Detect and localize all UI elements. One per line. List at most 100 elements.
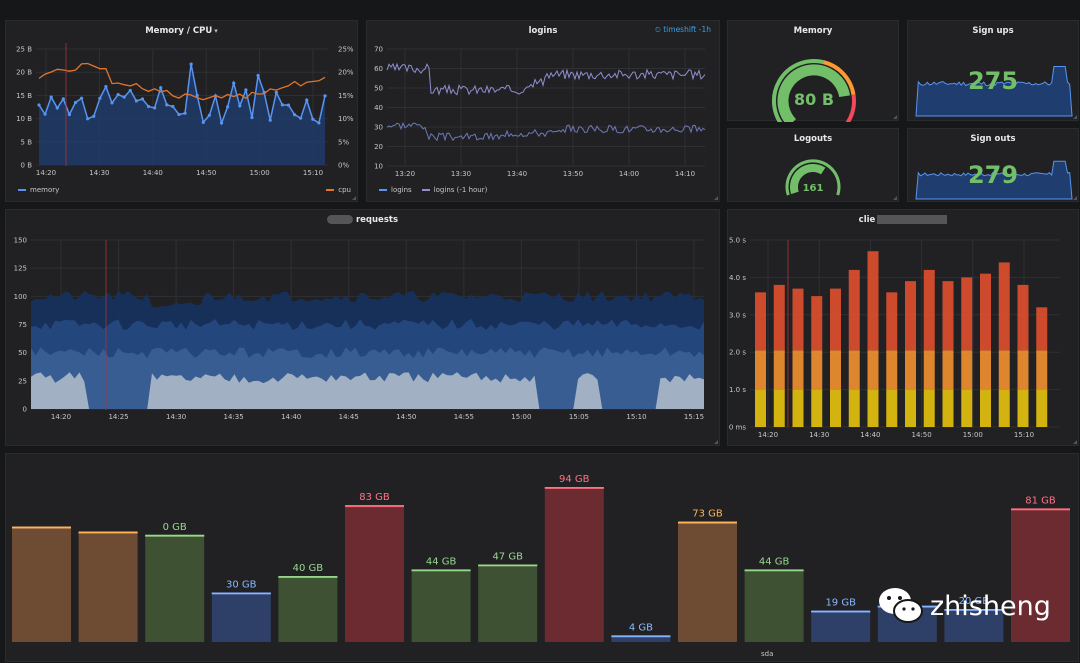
resize-handle[interactable]: [1073, 115, 1077, 119]
memory-point: [201, 120, 205, 124]
client-bar-segment: [773, 350, 785, 390]
resize-handle[interactable]: [714, 440, 718, 444]
memory-point: [165, 103, 169, 107]
memory-point: [311, 117, 315, 121]
memory-point: [92, 114, 96, 118]
client-bar-segment: [961, 350, 973, 390]
memory-point: [317, 121, 321, 125]
disk-bar-edge: [78, 531, 138, 534]
x-tick-label: 13:50: [563, 170, 583, 178]
disk-bar-label: 20 GB: [959, 596, 990, 607]
y-tick-label: 100: [14, 293, 27, 301]
y-tick-label: 0 ms: [729, 424, 746, 432]
disk-bars: 0 GB 30 GB 40 GB 83 GB 44 GB 47 GB 94 GB 4 GB 73…: [12, 474, 1070, 658]
resize-handle[interactable]: [893, 196, 897, 200]
requests-series-area: [31, 372, 704, 409]
memory-point: [134, 99, 138, 103]
resize-handle[interactable]: [352, 196, 356, 200]
resize-handle[interactable]: [714, 196, 718, 200]
disk-bar-label: 30 GB: [226, 580, 257, 591]
client-bar-segment: [773, 284, 785, 351]
signouts-panel: Sign outs 279: [907, 128, 1079, 202]
memory-point: [153, 106, 157, 110]
requests-title[interactable]: requests: [6, 215, 719, 225]
disk-bar-label: 47 GB: [492, 552, 523, 563]
memory-gauge: 80 B: [771, 59, 856, 122]
client-bar-segment: [886, 389, 898, 427]
client-title[interactable]: clie: [728, 215, 1078, 225]
y-right-tick-label: 10%: [338, 115, 354, 123]
legend-logins[interactable]: logins: [379, 186, 412, 194]
memory-point: [305, 98, 309, 102]
disk-bar-edge: [478, 564, 538, 566]
memory-point: [61, 97, 65, 101]
disk-bar-label: 4 GB: [629, 622, 653, 633]
logins-legend: logins logins (-1 hour): [379, 186, 487, 194]
memory-cpu-legend-right: cpu: [326, 186, 351, 194]
memory-point: [159, 86, 163, 90]
client-bar-segment: [905, 281, 916, 351]
x-tick-label: 14:30: [809, 431, 829, 439]
logins-shift-series-line: [386, 121, 706, 142]
memory-point: [140, 97, 145, 101]
memory-point: [207, 113, 211, 117]
client-bar-segment: [886, 350, 898, 390]
y-right-tick-label: 20%: [338, 69, 354, 77]
client-bar-segment: [886, 292, 898, 351]
client-bar-segment: [1036, 307, 1048, 351]
memory-point: [122, 95, 126, 99]
client-bar-segment: [998, 262, 1010, 351]
memory-gauge-title[interactable]: Memory: [793, 26, 833, 36]
x-tick-label: 14:20: [51, 413, 71, 421]
cpu-series-line: [38, 62, 326, 101]
memory-point: [43, 112, 47, 116]
memory-cpu-legend: memory: [18, 186, 59, 194]
memory-gauge-panel: Memory 80 B: [727, 20, 899, 122]
y-tick-label: 4.0 s: [729, 274, 746, 282]
y-tick-label: 30: [374, 124, 383, 132]
y-tick-label: 20 B: [16, 69, 32, 77]
memory-point: [238, 104, 242, 108]
memory-point: [110, 101, 114, 105]
client-bar-segment: [923, 269, 935, 351]
memory-point: [183, 111, 187, 115]
legend-cpu[interactable]: cpu: [326, 186, 351, 194]
disk-bar-edge: [611, 635, 671, 637]
resize-handle[interactable]: [1073, 196, 1077, 200]
requests-title-text: requests: [355, 215, 399, 225]
legend-logins-shift[interactable]: logins (-1 hour): [421, 186, 487, 194]
signouts-title[interactable]: Sign outs: [970, 134, 1016, 144]
y-tick-label: 5 B: [21, 138, 33, 146]
y-tick-label: 10 B: [16, 115, 32, 123]
chevron-down-icon[interactable]: ▾: [214, 27, 218, 35]
logouts-title[interactable]: Logouts: [793, 134, 833, 144]
client-bar-segment: [980, 350, 991, 390]
x-tick-label: 14:45: [339, 413, 359, 421]
client-bar-segment: [1036, 350, 1048, 390]
y-tick-label: 5.0 s: [729, 237, 746, 245]
disk-bar-edge: [678, 521, 737, 524]
y-tick-label: 0 B: [21, 162, 33, 170]
wechat-icon: [879, 588, 923, 623]
legend-memory[interactable]: memory: [18, 186, 59, 194]
logins-title[interactable]: logins: [528, 26, 558, 36]
disk-bar: [145, 534, 205, 642]
memory-point: [98, 96, 102, 100]
y-tick-label: 15 B: [16, 92, 32, 100]
memory-cpu-title[interactable]: Memory / CPU ▾: [6, 26, 357, 36]
client-bar-segment: [980, 389, 991, 427]
disk-bar: [744, 569, 804, 642]
memory-point: [116, 92, 120, 97]
client-bar-segment: [942, 350, 954, 390]
memory-point: [104, 85, 108, 89]
client-bar-segment: [961, 389, 973, 427]
resize-handle[interactable]: [1073, 440, 1077, 444]
client-bar-segment: [848, 389, 860, 427]
y-tick-label: 20: [374, 143, 383, 151]
client-bar-segment: [867, 350, 879, 390]
resize-handle[interactable]: [893, 115, 897, 119]
y-tick-label: 75: [18, 321, 27, 329]
memory-point: [286, 103, 291, 107]
signups-title[interactable]: Sign ups: [972, 26, 1014, 36]
memory-point: [195, 93, 199, 98]
